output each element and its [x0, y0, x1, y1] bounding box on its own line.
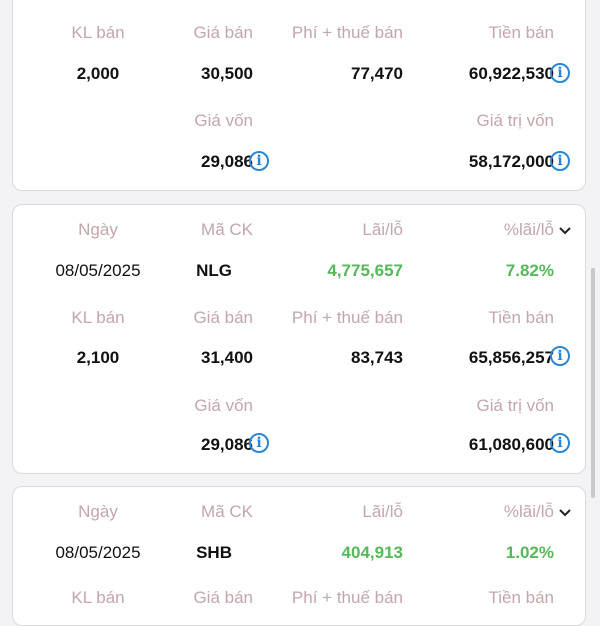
tien-ban-label: Tiền bán — [488, 588, 554, 607]
lai-lo-label: Lãi/lỗ — [362, 502, 403, 521]
kl-ban-label: KL bán — [71, 308, 125, 327]
ma-ck-label: Mã CK — [201, 220, 253, 239]
ngay-label: Ngày — [78, 220, 118, 239]
gia-tri-von-value: 58,172,000 — [468, 152, 554, 171]
kl-ban-value: 2,100 — [76, 348, 120, 367]
info-icon[interactable]: i — [550, 151, 570, 171]
gia-von-label: Giá vốn — [194, 111, 253, 130]
tien-ban-value: 60,922,530 — [468, 64, 554, 83]
gia-tri-von-value: 61,080,600 — [468, 435, 554, 454]
gia-tri-von-label: Giá trị vốn — [476, 111, 554, 130]
trade-card-2: Ngày Mã CK Lãi/lỗ %lãi/lỗ 08/05/2025 NLG… — [12, 204, 586, 474]
tien-ban-value: 65,856,257 — [468, 348, 554, 367]
ngay-value: 08/05/2025 — [55, 261, 141, 280]
kl-ban-label: KL bán — [71, 23, 125, 42]
info-icon[interactable]: i — [550, 346, 570, 366]
lai-lo-value: 4,775,657 — [327, 261, 403, 280]
pct-lai-lo-label: %lãi/lỗ — [503, 220, 554, 239]
scrollbar[interactable] — [591, 268, 595, 498]
trade-card-3: Ngày Mã CK Lãi/lỗ %lãi/lỗ 08/05/2025 SHB… — [12, 486, 586, 626]
chevron-down-icon[interactable] — [558, 224, 572, 238]
ngay-value: 08/05/2025 — [55, 543, 141, 562]
pct-lai-lo-value: 7.82% — [505, 261, 554, 280]
info-icon[interactable]: i — [249, 151, 269, 171]
pct-lai-lo-label: %lãi/lỗ — [503, 502, 554, 521]
pct-lai-lo-value: 1.02% — [505, 543, 554, 562]
chevron-down-icon[interactable] — [558, 506, 572, 520]
ma-ck-label: Mã CK — [201, 502, 253, 521]
tien-ban-label: Tiền bán — [488, 308, 554, 327]
gia-von-value: 29,086 — [201, 152, 253, 171]
kl-ban-value: 2,000 — [76, 64, 120, 83]
phi-thue-label: Phí + thuế bán — [291, 23, 403, 42]
info-icon[interactable]: i — [550, 433, 570, 453]
gia-von-label: Giá vốn — [194, 396, 253, 415]
lai-lo-label: Lãi/lỗ — [362, 220, 403, 239]
phi-thue-value: 77,470 — [351, 64, 403, 83]
gia-von-value: 29,086 — [201, 435, 253, 454]
gia-ban-label: Giá bán — [193, 308, 253, 327]
ma-ck-value: SHB — [196, 543, 232, 562]
trade-card-1: KL bán Giá bán Phí + thuế bán Tiền bán 2… — [12, 0, 586, 191]
phi-thue-label: Phí + thuế bán — [291, 588, 403, 607]
ma-ck-value: NLG — [196, 261, 232, 280]
ngay-label: Ngày — [78, 502, 118, 521]
tien-ban-label: Tiền bán — [488, 23, 554, 42]
gia-ban-value: 31,400 — [201, 348, 253, 367]
info-icon[interactable]: i — [550, 63, 570, 83]
phi-thue-value: 83,743 — [351, 348, 403, 367]
info-icon[interactable]: i — [249, 433, 269, 453]
gia-ban-value: 30,500 — [201, 64, 253, 83]
phi-thue-label: Phí + thuế bán — [291, 308, 403, 327]
gia-tri-von-label: Giá trị vốn — [476, 396, 554, 415]
gia-ban-label: Giá bán — [193, 23, 253, 42]
lai-lo-value: 404,913 — [341, 543, 403, 562]
